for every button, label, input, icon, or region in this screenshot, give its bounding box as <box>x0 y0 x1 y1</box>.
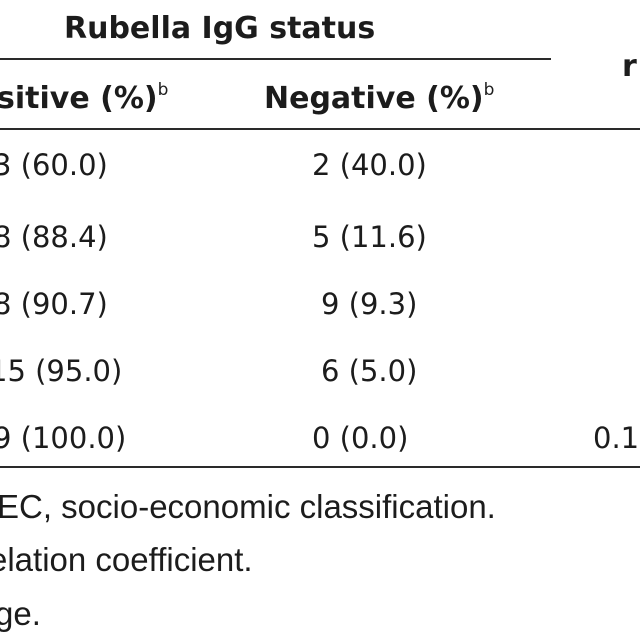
cell-negative: 5 (11.6) <box>312 220 427 254</box>
footnote: ge. <box>0 595 41 632</box>
cell-negative: 6 (5.0) <box>321 354 418 388</box>
cell-right: 0.1 <box>593 421 640 455</box>
footnote: EC, socio-economic classification. <box>0 488 496 525</box>
group-header: Rubella IgG status <box>64 11 376 46</box>
cell-positive: 3 (60.0) <box>0 148 108 182</box>
cell-positive: 8 (90.7) <box>0 287 108 321</box>
footnote: elation coefficient. <box>0 541 253 578</box>
column-header-negative: Negative (%)b <box>264 80 495 116</box>
cell-positive: 15 (95.0) <box>0 354 123 388</box>
cell-positive: 9 (100.0) <box>0 421 127 455</box>
bottom-rule <box>0 466 640 468</box>
cell-negative: 9 (9.3) <box>321 287 418 321</box>
header-rule <box>0 128 640 130</box>
spanner-rule <box>0 58 551 60</box>
cell-negative: 2 (40.0) <box>312 148 427 182</box>
cell-negative: 0 (0.0) <box>312 421 409 455</box>
cell-positive: 8 (88.4) <box>0 220 108 254</box>
column-header-positive: sitive (%)b <box>0 80 169 116</box>
column-header-right: r <box>622 49 637 84</box>
